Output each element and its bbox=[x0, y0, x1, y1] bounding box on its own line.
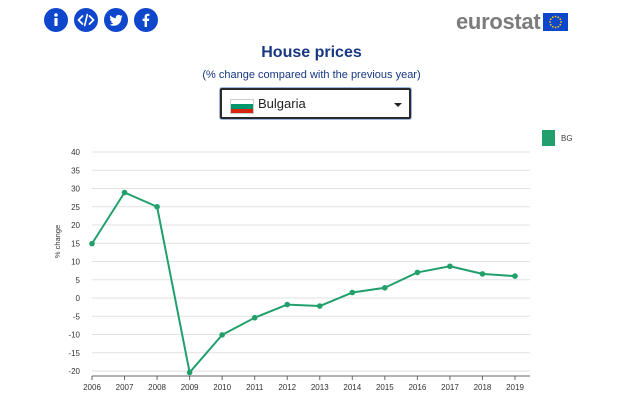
selected-country: Bulgaria bbox=[258, 96, 306, 111]
data-point[interactable] bbox=[512, 273, 518, 279]
facebook-share-button[interactable] bbox=[134, 8, 158, 32]
legend: BG bbox=[542, 130, 573, 146]
info-icon bbox=[54, 13, 58, 26]
flag-stripe-white bbox=[231, 100, 253, 105]
y-tick-label: -20 bbox=[68, 367, 80, 376]
logo-text: eurostat bbox=[456, 9, 541, 34]
twitter-icon bbox=[109, 14, 123, 26]
chart-subtitle: (% change compared with the previous yea… bbox=[202, 69, 421, 81]
y-tick-label: 20 bbox=[71, 221, 80, 230]
y-tick-label: -10 bbox=[68, 331, 80, 340]
data-point[interactable] bbox=[154, 203, 160, 210]
eurostat-logo[interactable]: eurostat bbox=[456, 9, 569, 34]
legend-swatch-bg[interactable] bbox=[542, 130, 555, 146]
data-point[interactable] bbox=[219, 332, 225, 338]
data-point[interactable] bbox=[89, 240, 95, 247]
y-tick-label: 10 bbox=[71, 258, 80, 267]
data-point[interactable] bbox=[284, 301, 291, 308]
x-tick-label: 2008 bbox=[148, 383, 166, 392]
x-tick-label: 2014 bbox=[343, 383, 361, 392]
chart-title: House prices bbox=[261, 44, 362, 61]
flag-stripe-red bbox=[231, 108, 253, 113]
x-tick-label: 2011 bbox=[246, 383, 264, 392]
data-point[interactable] bbox=[121, 189, 128, 196]
x-tick-label: 2015 bbox=[376, 383, 394, 392]
x-tick-label: 2010 bbox=[213, 383, 231, 392]
y-tick-label: 25 bbox=[71, 203, 80, 212]
twitter-share-button[interactable] bbox=[104, 8, 128, 32]
data-point[interactable] bbox=[447, 263, 453, 270]
bulgaria-flag-icon bbox=[230, 99, 254, 114]
y-tick-label: -15 bbox=[68, 349, 80, 358]
chevron-down-icon bbox=[394, 103, 402, 107]
facebook-icon bbox=[142, 13, 150, 27]
y-tick-label: 30 bbox=[71, 185, 80, 194]
data-point[interactable] bbox=[186, 369, 193, 376]
y-axis-title: % change bbox=[53, 225, 62, 258]
eu-flag-icon bbox=[543, 13, 569, 31]
x-tick-label: 2006 bbox=[83, 383, 101, 392]
x-tick-label: 2019 bbox=[506, 383, 524, 392]
series-line-bg[interactable] bbox=[91, 191, 516, 374]
info-button[interactable] bbox=[44, 8, 68, 32]
x-tick-label: 2016 bbox=[408, 383, 426, 392]
y-tick-label: 15 bbox=[71, 239, 80, 248]
data-point[interactable] bbox=[414, 269, 421, 276]
data-point[interactable] bbox=[479, 271, 486, 277]
legend-label-bg: BG bbox=[561, 133, 573, 143]
data-point[interactable] bbox=[251, 314, 258, 321]
share-toolbar bbox=[44, 8, 158, 32]
y-tick-label: 40 bbox=[71, 148, 80, 157]
flag-stripe-green bbox=[231, 104, 253, 109]
country-select[interactable]: Bulgaria bbox=[220, 88, 411, 119]
x-tick-label: 2007 bbox=[116, 383, 134, 392]
y-tick-label: -5 bbox=[73, 312, 81, 321]
x-tick-label: 2012 bbox=[278, 383, 296, 392]
embed-button[interactable] bbox=[74, 8, 98, 32]
y-tick-label: 0 bbox=[76, 294, 81, 303]
y-tick-label: 5 bbox=[76, 276, 81, 285]
x-tick-label: 2009 bbox=[181, 383, 199, 392]
x-tick-label: 2013 bbox=[311, 383, 329, 392]
x-tick-label: 2018 bbox=[474, 383, 492, 392]
data-point[interactable] bbox=[382, 284, 388, 291]
x-tick-label: 2017 bbox=[441, 383, 459, 392]
data-point[interactable] bbox=[316, 303, 323, 309]
data-point[interactable] bbox=[349, 289, 356, 296]
embed-code-icon bbox=[77, 13, 95, 27]
y-tick-label: 35 bbox=[71, 166, 80, 175]
